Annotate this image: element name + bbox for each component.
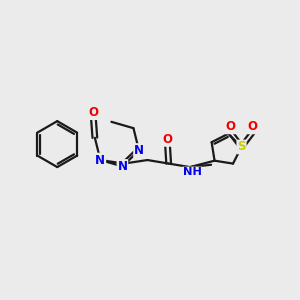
Text: O: O xyxy=(88,106,98,119)
Text: N: N xyxy=(95,154,105,166)
Text: O: O xyxy=(225,120,235,134)
Text: O: O xyxy=(163,133,172,146)
Text: N: N xyxy=(117,160,128,173)
Text: NH: NH xyxy=(183,167,202,177)
Text: S: S xyxy=(237,140,246,153)
Text: O: O xyxy=(248,120,258,134)
Text: N: N xyxy=(134,144,144,157)
